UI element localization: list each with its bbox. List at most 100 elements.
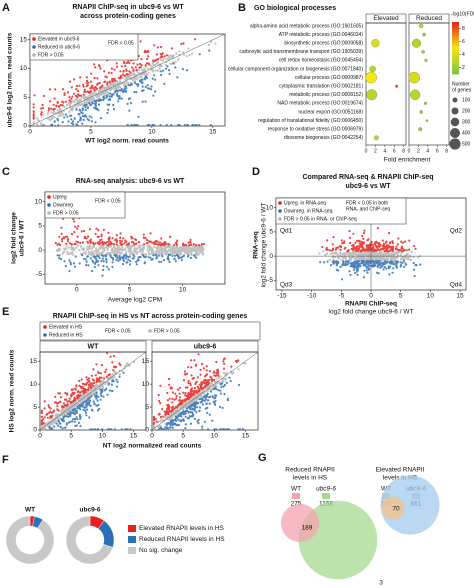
x-tick-label: 2 xyxy=(374,148,377,154)
point-cloud xyxy=(40,360,136,430)
donut-slice xyxy=(65,515,114,565)
panel-title: RNAPII ChIP-seq in HS vs NT across prote… xyxy=(53,313,248,320)
x-tick-label: 15 xyxy=(209,129,217,136)
colorbar-cell xyxy=(452,70,459,73)
y-axis-label: ubc9-6 / WT xyxy=(19,220,26,257)
legend-label: Elevated RNAPII levels in HS xyxy=(139,525,225,532)
legend-label: Elevated in HS xyxy=(49,324,83,330)
point-cloud xyxy=(56,253,198,277)
legend-label: Reduced in ubc9-6 xyxy=(38,44,80,50)
size-legend-label: 500 xyxy=(462,141,471,147)
legend-label: Downreg. in RNA-seq xyxy=(284,208,333,214)
legend-label: Reduced in HS xyxy=(49,332,83,338)
legend-marker xyxy=(32,53,36,57)
go-dot xyxy=(409,89,421,100)
go-term: cellular component organization or bioge… xyxy=(228,66,363,72)
go-dot xyxy=(422,32,426,37)
legend-marker xyxy=(43,325,47,329)
colorbar-title: -log10(FDR) xyxy=(451,11,474,17)
x-tick-label: 0 xyxy=(150,433,154,440)
go-dot xyxy=(419,110,423,114)
y-tick-label: 0 xyxy=(38,247,42,254)
panel-title: RNAPII ChIP-seq in ubc9-6 vs WT xyxy=(72,4,184,11)
x-tick-label: 0 xyxy=(369,293,373,300)
legend-marker xyxy=(278,209,282,213)
group-title: Elevated RNAPII xyxy=(376,467,425,474)
legend-marker xyxy=(32,45,36,49)
x-tick-label: 5 xyxy=(399,293,403,300)
y-axis-label: ubc9-6 log2 norm. read counts xyxy=(7,32,14,127)
x-tick-label: 4 xyxy=(383,148,386,154)
size-legend-dot xyxy=(451,107,459,115)
colorbar-label: 4 xyxy=(462,52,465,58)
legend-marker xyxy=(278,217,282,221)
go-dot xyxy=(373,135,379,141)
subpanel-label: ubc9-6 xyxy=(194,343,217,350)
legend-box xyxy=(44,191,126,219)
legend-box xyxy=(29,33,139,61)
panel-title: RNA-seq analysis: ubc9-6 vs WT xyxy=(76,178,185,185)
go-term: NAD metabolic process (GO:0019674) xyxy=(277,101,363,107)
colorbar-cell xyxy=(452,42,459,45)
legend-marker xyxy=(32,37,36,41)
legend-note: FDR < 0.05 xyxy=(108,40,134,46)
legend-marker xyxy=(278,201,282,205)
y-axis-label: log2 fold change xyxy=(11,212,18,264)
y-axis-label: log2 fold change ubc9-6 / WT xyxy=(261,203,268,288)
panel-letter: F xyxy=(2,454,9,466)
legend-label: FDR > 0.05 xyxy=(38,52,64,58)
x-tick-label: 10 xyxy=(179,287,187,294)
go-term: carboxylic acid transmembrane transport … xyxy=(239,49,363,55)
size-legend-title: Number xyxy=(452,81,470,87)
donut-label: ubc9-6 xyxy=(80,507,101,514)
x-axis-label: log2 fold change ubc9-6 / WT xyxy=(329,309,414,316)
colorbar-cell xyxy=(452,62,459,65)
legend-marker xyxy=(47,195,51,199)
panel-letter: A xyxy=(2,2,10,14)
x-tick-label: 8 xyxy=(445,148,448,154)
colorbar-cell xyxy=(452,72,459,75)
colorbar-label: 2 xyxy=(462,65,465,71)
overlap-count: 3 xyxy=(379,580,383,587)
x-tick-label: 10 xyxy=(148,129,156,136)
x-axis-label: RNAPII ChIP-seq xyxy=(345,301,397,308)
colorbar-cell xyxy=(452,24,459,27)
x-axis-label: WT log2 norm. read counts xyxy=(85,138,169,145)
point-cloud xyxy=(156,376,245,430)
y-tick-label: 0 xyxy=(145,427,149,434)
colorbar-cell xyxy=(452,66,459,69)
colorbar-cell xyxy=(452,34,459,37)
go-dot xyxy=(419,23,424,29)
colorbar-cell xyxy=(452,68,459,71)
y-axis-label: RNA-seq xyxy=(253,231,260,258)
colorbar-label: 8 xyxy=(462,26,465,32)
legend-label: Downreg xyxy=(53,202,73,208)
colorbar-cell xyxy=(452,28,459,31)
y-tick-label: 10 xyxy=(35,198,43,205)
go-dot xyxy=(423,101,427,105)
x-tick-label: 10 xyxy=(211,433,219,440)
set-swatch xyxy=(292,493,300,499)
legend-label: Upreg xyxy=(53,194,67,200)
x-tick-label: 10 xyxy=(99,433,107,440)
point-cloud xyxy=(55,244,205,257)
size-legend-dot xyxy=(449,138,461,150)
point-cloud xyxy=(152,353,240,425)
colorbar-cell xyxy=(452,54,459,57)
colorbar-cell xyxy=(452,56,459,59)
y-axis-label: HS log2 norm. read counts xyxy=(9,349,16,432)
x-axis-label: Fold enrichment xyxy=(384,157,431,164)
x-tick-label: 5 xyxy=(128,287,132,294)
quadrant-label: Qd2 xyxy=(450,228,463,235)
colorbar-cell xyxy=(452,60,459,63)
point-cloud xyxy=(42,49,212,126)
panel-letter: D xyxy=(252,166,260,178)
diagonal xyxy=(29,33,226,127)
panel-letter: C xyxy=(2,166,10,178)
overlap-count: 70 xyxy=(392,506,400,513)
go-term: alpha-amino acid metabolic process (GO:1… xyxy=(250,23,363,29)
group-label: Elevated xyxy=(373,15,399,22)
go-term: cell redox homeostasis (GO:0045454) xyxy=(279,58,364,64)
x-tick-label: 10 xyxy=(427,293,435,300)
go-dot xyxy=(412,38,422,48)
